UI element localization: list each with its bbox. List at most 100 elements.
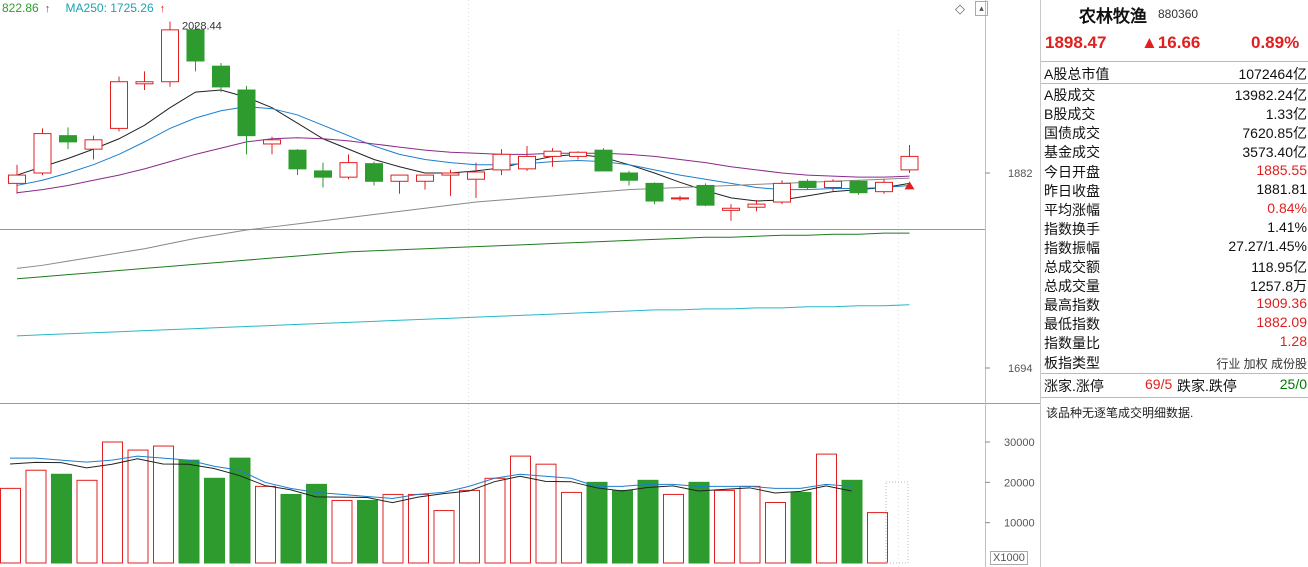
volume-bar <box>127 449 149 564</box>
stat-label: 今日开盘 <box>1044 163 1100 180</box>
stat-row: 今日开盘 1885.55 <box>1041 161 1308 180</box>
volume-bar <box>612 489 633 564</box>
volume-bar <box>178 459 200 564</box>
volume-ma-line <box>9 458 852 504</box>
stat-row: A股成交 13982.24亿 <box>1041 84 1308 103</box>
ma-line <box>16 177 910 269</box>
volume-bar <box>0 487 21 564</box>
volume-unit-label: X1000 <box>990 551 1028 565</box>
stat-value: 1881.81 <box>1256 180 1307 197</box>
volume-bar <box>765 502 786 564</box>
volume-ma-line <box>10 455 852 499</box>
volume-bar <box>25 469 47 564</box>
stat-row: 最低指数 1882.09 <box>1041 313 1308 332</box>
candle-body <box>161 29 179 83</box>
volume-bar <box>510 455 531 564</box>
stat-row: 总成交量 1257.8万 <box>1041 275 1308 294</box>
candle-body <box>237 89 256 137</box>
stat-label: 昨日收盘 <box>1044 182 1100 199</box>
candle-body <box>416 174 434 182</box>
stat-value: 1885.55 <box>1256 161 1307 178</box>
diamond-icon[interactable]: ◇ <box>955 1 965 16</box>
stat-label: 板指类型 <box>1044 354 1100 371</box>
candle-body <box>186 29 205 62</box>
candle-body <box>135 81 154 85</box>
candle-body <box>467 171 485 180</box>
ma-line <box>16 106 910 191</box>
candle-body <box>365 163 383 182</box>
kline-chart[interactable]: 1882 1694 30000 20000 10000 2028.44 822.86 ↑ M… <box>0 0 1040 567</box>
stat-label: 指数量比 <box>1044 335 1100 352</box>
volume-tick-label: 10000 <box>1004 518 1035 530</box>
volume-tick-label: 30000 <box>1004 437 1035 449</box>
price-tick-label: 1694 <box>1008 363 1032 375</box>
candle-body <box>492 153 511 171</box>
stat-row: B股成交 1.33亿 <box>1041 103 1308 122</box>
up-arrow-icon <box>904 181 915 190</box>
stat-label: 指数振幅 <box>1044 239 1100 256</box>
no-tick-data-note: 该品种无逐笔成交明细数据. <box>1046 406 1194 420</box>
volume-bar <box>102 441 123 564</box>
candle-body <box>8 174 26 184</box>
volume-bar <box>433 510 455 564</box>
volume-bar <box>535 463 557 564</box>
quote-panel: 农林牧渔 880360 1898.47 ▲16.66 0.89% A股总市值 10… <box>1040 0 1308 567</box>
stat-label: B股成交 <box>1044 106 1096 123</box>
volume-bar <box>255 485 276 564</box>
stat-label: 平均涨幅 <box>1044 201 1100 218</box>
stat-label: 最高指数 <box>1044 297 1100 314</box>
ma-line <box>16 232 910 280</box>
stat-label: 国债成交 <box>1044 125 1100 142</box>
stat-row: 国债成交 7620.85亿 <box>1041 122 1308 141</box>
volume-tick-label: 20000 <box>1004 477 1035 489</box>
stat-value: 13982.24亿 <box>1234 87 1307 104</box>
volume-bar <box>76 479 98 564</box>
chart-svg[interactable]: 1882 1694 30000 20000 10000 2028.44 <box>0 0 1040 567</box>
stat-value: 3573.40亿 <box>1242 144 1307 161</box>
candle-body <box>722 207 740 211</box>
stat-row: 总成交额 118.95亿 <box>1041 256 1308 275</box>
ma-value: 822.86 ↑ <box>2 1 51 15</box>
stat-value[interactable]: 行业 加权 成份股 <box>1216 356 1307 371</box>
ma-line <box>16 89 910 202</box>
volume-bar <box>586 481 608 564</box>
stat-label: 基金成交 <box>1044 144 1100 161</box>
volume-bar <box>663 493 684 564</box>
stat-value: 0.84% <box>1267 199 1307 216</box>
volume-bar <box>280 493 302 564</box>
candle-body <box>110 81 128 129</box>
candle-body <box>671 197 689 200</box>
volume-bar <box>204 477 225 564</box>
index-name: 农林牧渔 <box>1079 7 1147 26</box>
peak-label: 2028.44 <box>182 21 222 33</box>
volume-bar <box>382 493 404 564</box>
ma-line <box>16 137 910 194</box>
stat-value: 1.41% <box>1267 218 1307 235</box>
candle-body <box>849 180 868 194</box>
ma250-value: MA250: 1725.26 ↑ <box>65 1 166 15</box>
stat-row: 平均涨幅 0.84% <box>1041 199 1308 218</box>
stat-label: 总成交量 <box>1044 278 1100 295</box>
stat-row: 指数换手 1.41% <box>1041 218 1308 237</box>
stat-row: 指数量比 1.28 <box>1041 332 1308 351</box>
candle-body <box>84 139 103 150</box>
stat-row: 最高指数 1909.36 <box>1041 294 1308 313</box>
stat-label: 总成交额 <box>1044 259 1100 275</box>
stat-label: A股总市值 <box>1044 66 1110 82</box>
stat-row: 指数振幅 27.27/1.45% <box>1041 237 1308 256</box>
candle-body <box>747 203 766 208</box>
volume-bar <box>688 481 710 564</box>
volume-bar <box>484 477 506 564</box>
volume-bar <box>153 445 174 564</box>
candle-body <box>645 182 664 202</box>
stat-row: 昨日收盘 1881.81 <box>1041 180 1308 199</box>
stat-value: 27.27/1.45% <box>1228 237 1307 254</box>
scroll-arrow-icon[interactable]: ▴ <box>975 1 988 16</box>
candle-body <box>798 180 817 189</box>
stat-row: A股总市值 1072464亿 <box>1041 63 1308 82</box>
stat-label: A股成交 <box>1044 87 1096 104</box>
candle-body <box>212 65 230 88</box>
candle-body <box>59 135 77 143</box>
volume-bar <box>561 491 582 564</box>
stat-value: 1882.09 <box>1256 314 1307 331</box>
